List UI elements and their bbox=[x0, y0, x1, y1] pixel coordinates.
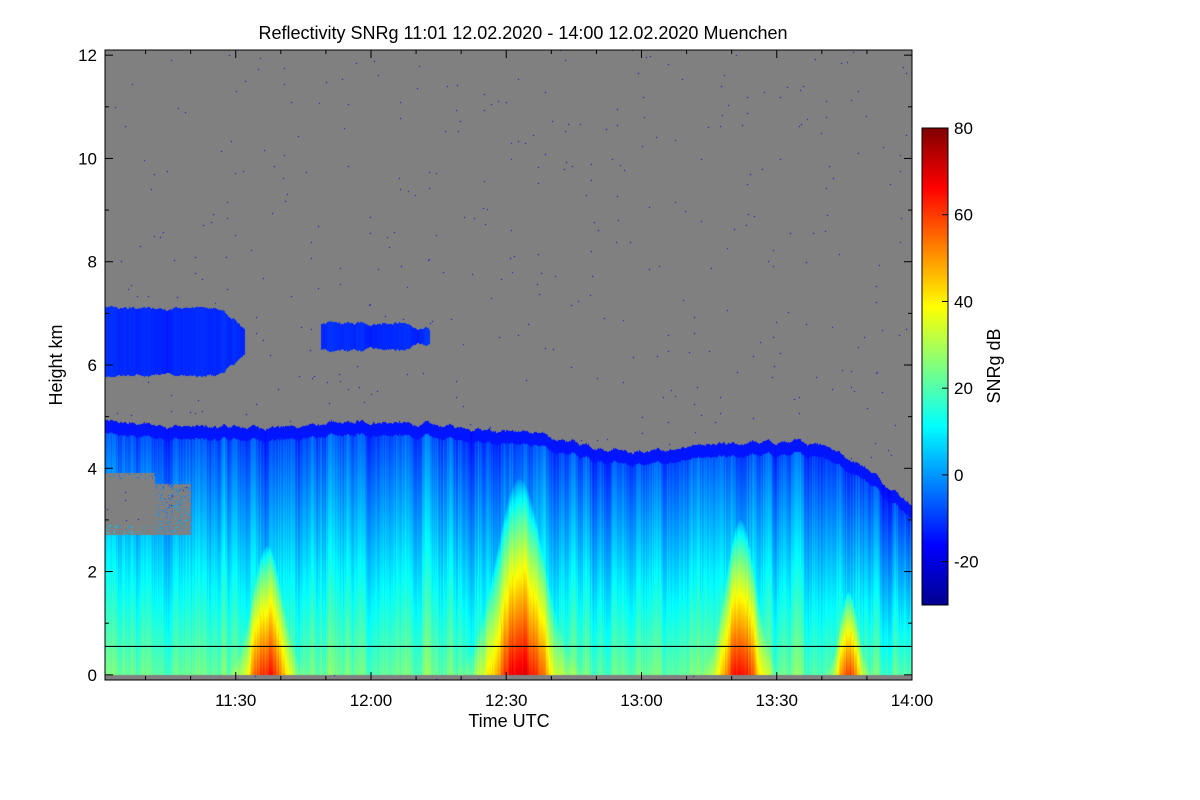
colorbar-tick-label: 60 bbox=[954, 206, 973, 225]
colorbar-gradient bbox=[921, 127, 949, 606]
y-tick-label: 2 bbox=[88, 563, 97, 582]
y-tick-label: 12 bbox=[78, 46, 97, 65]
colorbar-label: SNRg dB bbox=[984, 328, 1004, 403]
colorbar-tick-label: 40 bbox=[954, 292, 973, 311]
y-tick-label: 8 bbox=[88, 253, 97, 272]
colorbar-tick-label: 20 bbox=[954, 379, 973, 398]
x-axis-label: Time UTC bbox=[468, 711, 549, 731]
snr-heatmap bbox=[105, 50, 912, 680]
y-axis: 0 2 4 6 8 10 12 bbox=[78, 46, 912, 685]
y-tick-label: 6 bbox=[88, 356, 97, 375]
colorbar-ticks: -20 0 20 40 60 80 bbox=[942, 119, 979, 572]
y-tick-label: 10 bbox=[78, 149, 97, 168]
colorbar-tick-label: -20 bbox=[954, 553, 979, 572]
chart-title: Reflectivity SNRg 11:01 12.02.2020 - 14:… bbox=[258, 23, 787, 43]
y-tick-label: 0 bbox=[88, 666, 97, 685]
y-tick-label: 4 bbox=[88, 459, 97, 478]
x-axis: 11:30 12:00 12:30 13:00 13:30 14:00 bbox=[145, 50, 934, 710]
y-axis-label: Height km bbox=[46, 324, 66, 405]
x-tick-label: 13:00 bbox=[620, 691, 663, 710]
plot-area bbox=[105, 50, 912, 680]
x-tick-label: 11:30 bbox=[215, 691, 256, 710]
x-tick-label: 13:30 bbox=[755, 691, 798, 710]
colorbar-tick-label: 80 bbox=[954, 119, 973, 138]
x-tick-label: 12:00 bbox=[350, 691, 393, 710]
colorbar: -20 0 20 40 60 80 SNRg dB bbox=[921, 119, 1004, 606]
colorbar-tick-label: 0 bbox=[954, 466, 963, 485]
x-tick-label: 12:30 bbox=[485, 691, 528, 710]
x-tick-label: 14:00 bbox=[891, 691, 934, 710]
